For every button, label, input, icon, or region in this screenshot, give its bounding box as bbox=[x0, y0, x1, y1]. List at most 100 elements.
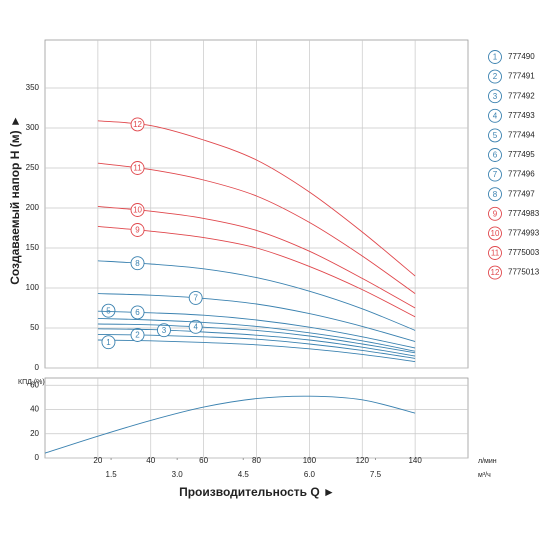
curve bbox=[97, 162, 416, 294]
x-tick-label: 40 bbox=[146, 456, 155, 465]
legend-label: 777495 bbox=[508, 150, 535, 159]
curve bbox=[97, 225, 416, 318]
curve-marker-label: 11 bbox=[133, 164, 142, 173]
legend-marker bbox=[488, 265, 502, 280]
x2-tick-label: 4.5 bbox=[238, 470, 250, 479]
x-unit: л/мин bbox=[478, 458, 497, 465]
x2-tick-label: 3.0 bbox=[172, 470, 184, 479]
legend-marker bbox=[488, 89, 502, 104]
curve-marker-label: 4 bbox=[193, 322, 198, 331]
curve-marker bbox=[130, 256, 145, 271]
curve-marker bbox=[130, 223, 145, 237]
curve-marker-label: 2 bbox=[135, 331, 140, 340]
legend-marker bbox=[488, 69, 502, 84]
y-tick-label: 100 bbox=[26, 283, 40, 292]
x2-tick-label: 7.5 bbox=[370, 470, 382, 479]
legend-label: 7774993 bbox=[508, 229, 540, 238]
x2-tick-label: 1.5 bbox=[106, 470, 118, 479]
curve bbox=[97, 323, 416, 354]
legend-label: 777496 bbox=[508, 170, 535, 179]
x-tick-label: 100 bbox=[303, 456, 317, 465]
legend-marker bbox=[488, 206, 502, 221]
curve bbox=[97, 339, 416, 363]
curve bbox=[97, 293, 416, 343]
curve bbox=[97, 120, 416, 277]
curve bbox=[97, 310, 416, 349]
curve-marker bbox=[130, 161, 145, 175]
y-axis-title: Создаваемый напор H (м) ► bbox=[8, 115, 22, 285]
curve bbox=[97, 260, 416, 331]
curve-marker bbox=[130, 305, 145, 320]
legend-marker bbox=[488, 246, 502, 260]
legend-marker-label: 9 bbox=[493, 209, 498, 218]
curve-marker-label: 5 bbox=[106, 306, 111, 315]
legend-marker-label: 5 bbox=[493, 131, 498, 140]
x-tick-label: 20 bbox=[93, 456, 102, 465]
legend-marker-label: 7 bbox=[493, 170, 498, 179]
curve-marker-label: 8 bbox=[135, 259, 140, 268]
legend-marker-label: 6 bbox=[493, 151, 498, 160]
legend-marker bbox=[488, 167, 502, 182]
y-tick-label: 0 bbox=[35, 363, 40, 372]
legend-marker-label: 4 bbox=[493, 111, 498, 120]
curve-marker bbox=[188, 290, 203, 305]
curve bbox=[97, 205, 416, 309]
curve bbox=[97, 328, 416, 357]
legend-label: 777493 bbox=[508, 111, 535, 120]
x-tick-label: 120 bbox=[356, 456, 370, 465]
x-tick-label: 80 bbox=[252, 456, 261, 465]
x-tick-label: 140 bbox=[408, 456, 422, 465]
curve-marker-label: 3 bbox=[162, 326, 167, 335]
curve bbox=[44, 395, 416, 454]
y-tick-label: 20 bbox=[30, 429, 39, 438]
y-tick-label: 250 bbox=[26, 163, 40, 172]
legend-label: 7775003 bbox=[508, 248, 540, 257]
legend-label: 777491 bbox=[508, 72, 535, 81]
legend-marker bbox=[488, 226, 502, 241]
y-tick-label: 350 bbox=[26, 83, 40, 92]
legend-marker-label: 10 bbox=[491, 229, 500, 238]
curve-marker-label: 1 bbox=[106, 338, 111, 347]
legend-marker-label: 1 bbox=[493, 53, 498, 62]
curve-marker bbox=[130, 203, 145, 217]
legend-marker-label: 11 bbox=[491, 249, 500, 258]
y-tick-label: 300 bbox=[26, 123, 40, 132]
legend-label: 777492 bbox=[508, 91, 535, 100]
x2-tick-label: 6.0 bbox=[304, 470, 316, 479]
curve-marker bbox=[130, 328, 145, 342]
legend-marker-label: 3 bbox=[493, 92, 498, 101]
legend-marker-label: 8 bbox=[493, 190, 498, 199]
legend-label: 777497 bbox=[508, 189, 535, 198]
legend-marker-label: 12 bbox=[491, 268, 500, 277]
y-tick-label: 150 bbox=[26, 243, 40, 252]
legend-label: 7774983 bbox=[508, 209, 540, 218]
legend-marker bbox=[488, 128, 502, 143]
curve bbox=[97, 317, 416, 352]
legend-label: 777494 bbox=[508, 131, 535, 140]
y-tick-label: 0 bbox=[35, 453, 40, 462]
curve-marker bbox=[101, 335, 116, 350]
y-tick-label: 40 bbox=[30, 405, 39, 414]
legend-label: 777490 bbox=[508, 52, 535, 61]
curve-marker bbox=[188, 319, 203, 334]
curve-marker-label: 12 bbox=[133, 120, 142, 129]
legend-marker bbox=[488, 50, 502, 64]
x2-unit: м³/ч bbox=[478, 472, 491, 479]
x-tick-label: 60 bbox=[199, 456, 208, 465]
x-axis-title: Производительность Q ► bbox=[179, 485, 335, 499]
y-tick-label: 200 bbox=[26, 203, 40, 212]
curve-marker-label: 7 bbox=[193, 294, 198, 303]
curve-marker-label: 9 bbox=[135, 226, 140, 235]
curve-marker bbox=[101, 303, 116, 318]
curve bbox=[97, 333, 416, 359]
legend-marker bbox=[488, 187, 502, 202]
curve-marker-label: 6 bbox=[135, 308, 140, 317]
y-axis-title: КПД (%) bbox=[18, 379, 45, 386]
curve-marker bbox=[130, 117, 145, 132]
legend-label: 7775013 bbox=[508, 268, 540, 277]
curve-marker-label: 10 bbox=[133, 206, 142, 215]
curve-marker bbox=[157, 323, 171, 338]
legend-marker bbox=[488, 148, 502, 162]
y-tick-label: 60 bbox=[30, 380, 39, 389]
